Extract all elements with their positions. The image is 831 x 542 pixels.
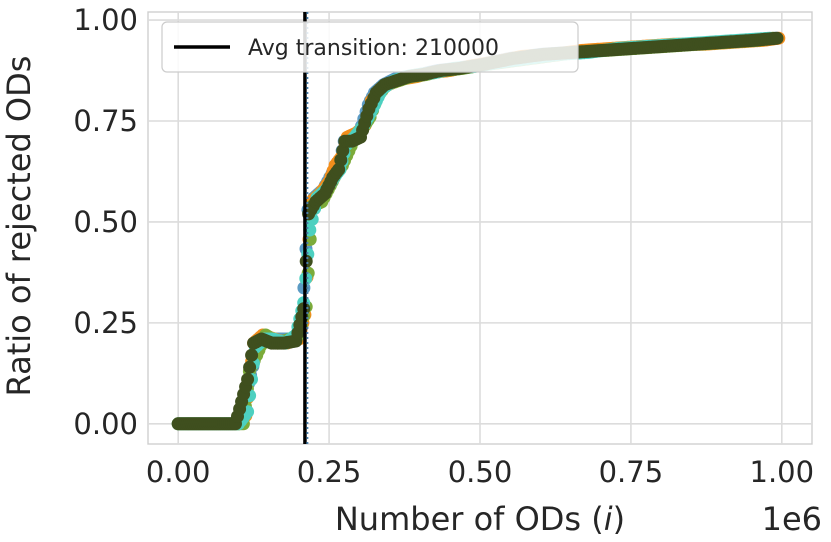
x-axis-ticks: 0.00 0.25 0.50 0.75 1.00 xyxy=(146,455,814,489)
y-tick-label-0: 0.00 xyxy=(73,407,138,441)
legend-entry-label: Avg transition: 210000 xyxy=(248,36,499,61)
x-tick-label-1: 0.25 xyxy=(297,455,362,489)
y-tick-label-3: 0.75 xyxy=(73,104,138,138)
x-axis-label-italic: i xyxy=(604,500,613,538)
y-axis-label: Ratio of rejected ODs xyxy=(0,56,38,397)
grid xyxy=(148,12,812,444)
data-point xyxy=(243,360,257,374)
x-tick-label-0: 0.00 xyxy=(146,455,211,489)
legend: Avg transition: 210000 xyxy=(161,21,579,73)
x-axis-label-close: ) xyxy=(613,500,625,538)
x-axis-label: Number of ODs (i) xyxy=(335,500,625,538)
x-tick-label-4: 1.00 xyxy=(750,455,815,489)
data-point xyxy=(241,372,255,386)
x-tick-label-3: 0.75 xyxy=(599,455,664,489)
x-axis-label-main: Number of ODs ( xyxy=(335,500,604,538)
legend-box xyxy=(161,21,579,73)
y-tick-label-4: 1.00 xyxy=(73,3,138,37)
data-point xyxy=(245,348,259,362)
data-point xyxy=(770,31,784,45)
x-tick-label-2: 0.50 xyxy=(448,455,513,489)
y-axis-ticks: 0.00 0.25 0.50 0.75 1.00 xyxy=(73,3,138,441)
y-tick-label-2: 0.50 xyxy=(73,205,138,239)
x-axis-offset-text: 1e6 xyxy=(762,500,822,538)
vertical-lines xyxy=(303,12,309,444)
y-tick-label-1: 0.25 xyxy=(73,306,138,340)
